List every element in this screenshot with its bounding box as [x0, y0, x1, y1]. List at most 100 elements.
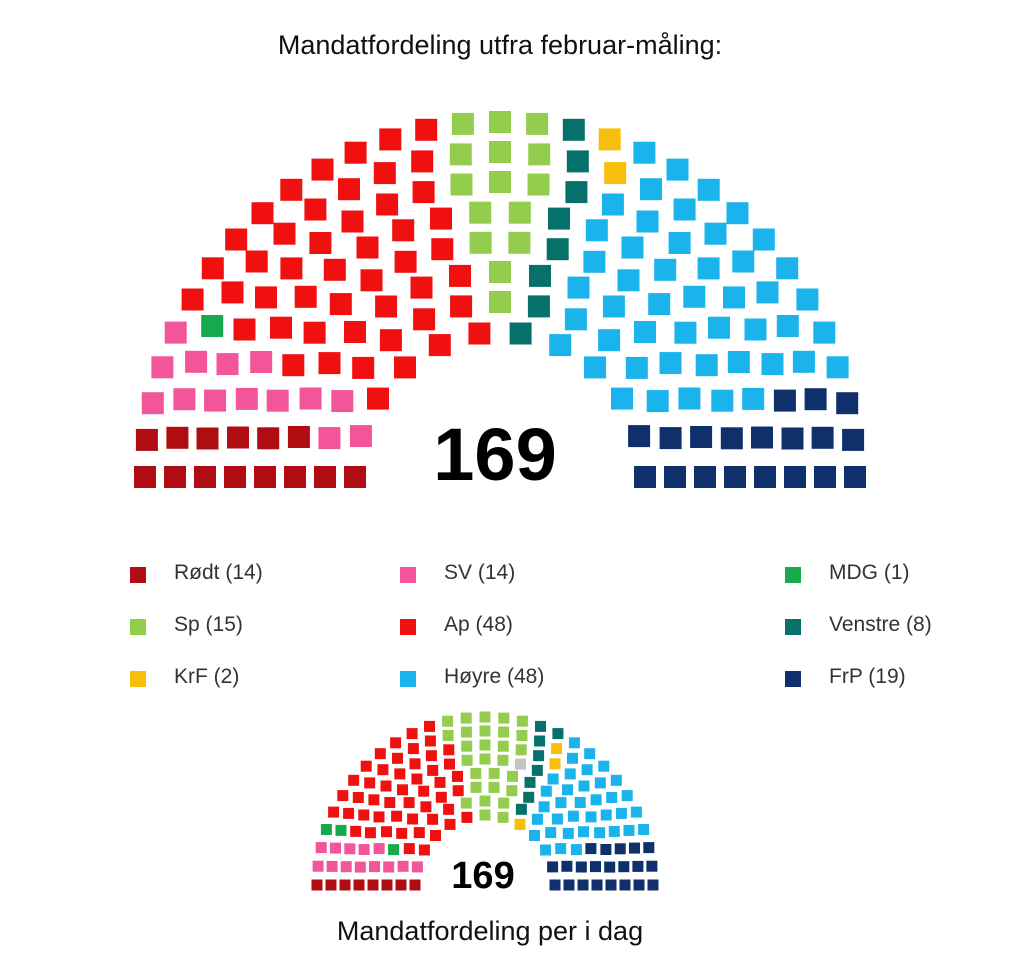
seat-frp	[643, 842, 655, 854]
seat-sp	[489, 291, 511, 313]
seat-sp	[497, 811, 509, 823]
seat-hoyre	[555, 797, 567, 809]
seat-rodt	[284, 466, 306, 488]
seat-sv	[369, 861, 380, 873]
seat-frp	[628, 425, 651, 448]
seat-frp	[690, 426, 713, 448]
seat-sp	[527, 173, 550, 196]
seat-ap	[452, 770, 463, 782]
seat-ap	[394, 250, 417, 273]
seat-frp	[561, 860, 573, 872]
seat-ap	[427, 764, 439, 776]
seat-ap	[461, 811, 473, 823]
legend-swatch	[400, 671, 416, 687]
seat-group-ap	[181, 118, 491, 410]
seat-hoyre	[540, 785, 552, 797]
seat-hoyre	[776, 257, 799, 280]
seat-sp	[508, 231, 531, 254]
seat-ap	[424, 720, 435, 732]
seat-hoyre	[578, 780, 590, 792]
seat-sp	[479, 711, 491, 723]
seat-sv	[315, 842, 327, 854]
seat-hoyre	[610, 774, 622, 786]
seat-rodt	[325, 879, 337, 891]
seat-sv	[330, 842, 341, 854]
seat-hoyre	[531, 813, 543, 825]
seat-sv	[344, 843, 356, 855]
seat-hoyre	[529, 830, 540, 841]
seat-sp	[460, 797, 472, 809]
seat-venstre	[529, 264, 551, 287]
seat-frp	[633, 879, 645, 891]
seat-hoyre	[742, 387, 765, 410]
seat-rodt	[254, 466, 276, 488]
seat-frp	[590, 861, 601, 873]
seat-group-rodt	[311, 879, 421, 891]
seat-hoyre	[638, 824, 650, 835]
seat-ap	[392, 752, 403, 764]
seat-ap	[407, 743, 419, 755]
legend-swatch	[400, 567, 416, 583]
seat-ap	[381, 826, 392, 838]
seat-sp	[489, 141, 511, 163]
seat-sp	[515, 744, 527, 756]
seat-ap	[380, 780, 392, 792]
seat-ap	[415, 118, 438, 141]
seat-frp	[614, 843, 626, 855]
seat-hoyre	[585, 811, 597, 823]
seat-ap	[376, 193, 399, 216]
seat-ap	[221, 281, 244, 304]
seat-ap	[430, 207, 452, 230]
seat-mdg	[335, 824, 347, 836]
seat-sp	[442, 715, 454, 727]
seat-ap	[282, 354, 305, 377]
seat-ap	[443, 744, 455, 756]
seat-hoyre	[695, 354, 718, 377]
seat-sp	[498, 797, 510, 809]
seat-frp	[784, 466, 806, 488]
legend-swatch	[130, 671, 146, 687]
seat-ap	[338, 178, 360, 201]
seat-hoyre	[654, 258, 677, 281]
seat-ap	[403, 843, 415, 855]
seat-ap	[360, 760, 372, 772]
seat-rodt	[134, 466, 156, 488]
seat-sv	[266, 389, 289, 412]
seat-hoyre	[640, 178, 662, 201]
legend-label: FrP (19)	[829, 665, 906, 688]
seat-frp	[563, 879, 575, 891]
seat-frp	[577, 879, 589, 891]
seat-group-rodt	[134, 426, 366, 488]
seat-ap	[255, 286, 277, 309]
seat-venstre	[535, 720, 546, 732]
seat-ap	[373, 162, 396, 185]
seat-frp	[664, 466, 686, 488]
seat-hoyre	[668, 232, 691, 254]
seat-frp	[646, 860, 658, 872]
seat-sv	[340, 861, 352, 873]
seat-group-pasientfokus	[515, 758, 526, 770]
seat-venstre	[523, 791, 535, 803]
seat-sp	[479, 809, 491, 821]
seat-frp	[629, 842, 640, 854]
seat-group-krf	[514, 743, 563, 830]
seat-frp	[844, 466, 866, 488]
seat-ap	[412, 181, 435, 204]
seat-sv	[331, 390, 354, 413]
seat-sv	[358, 844, 370, 855]
seat-ap	[406, 728, 418, 740]
seat-rodt	[287, 426, 310, 448]
seat-sp	[498, 726, 510, 738]
seat-sv	[354, 861, 366, 873]
seat-ap	[420, 801, 432, 813]
seat-hoyre	[598, 760, 610, 772]
seat-hoyre	[578, 826, 589, 838]
seat-venstre	[565, 181, 588, 204]
seat-hoyre	[551, 813, 563, 825]
seat-hoyre	[568, 737, 580, 749]
chart-subtitle: Mandatfordeling per i dag	[336, 916, 644, 946]
seat-sp	[488, 767, 500, 779]
seat-ap	[435, 791, 447, 803]
seat-hoyre	[545, 827, 557, 839]
seat-ap	[373, 811, 385, 823]
